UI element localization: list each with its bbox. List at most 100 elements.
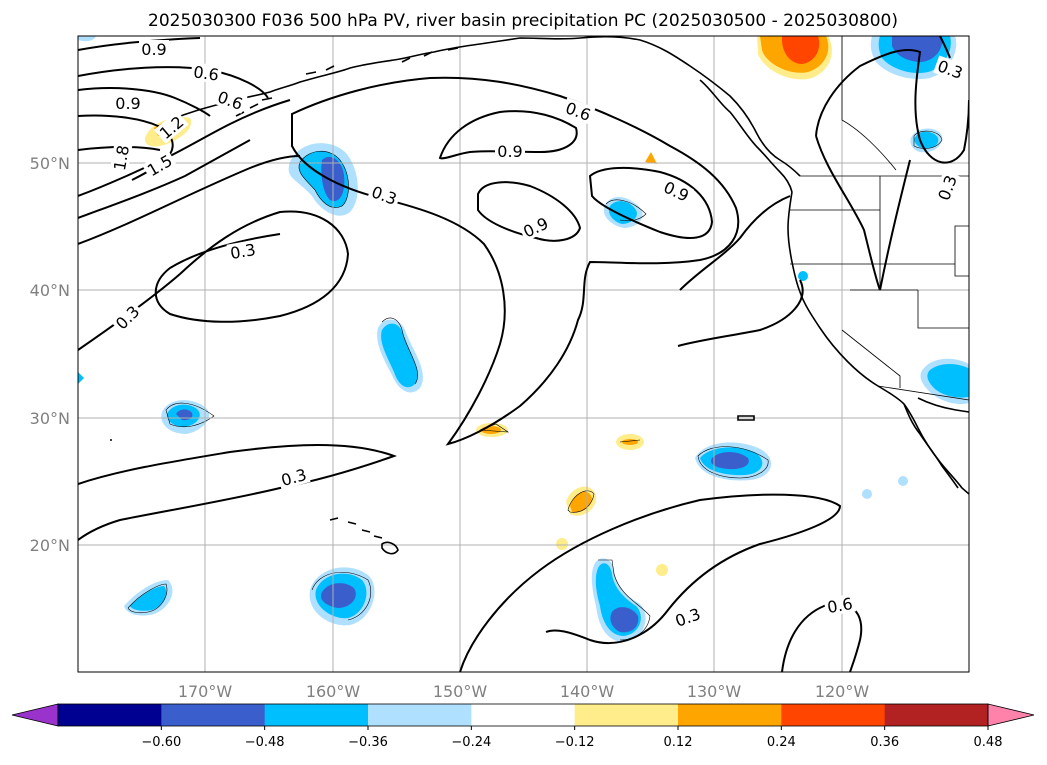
pv-contour-03: [677, 279, 804, 347]
map-frame: [77, 35, 970, 673]
pv-contour-03: [78, 444, 397, 541]
precip-patch-negative: [898, 476, 908, 486]
precip-patch-negative: [892, 36, 943, 62]
contour-label: 0.6: [823, 593, 857, 617]
border-states: [790, 176, 969, 388]
precip-patch-negative: [381, 323, 418, 388]
pv-contour-03: [939, 36, 951, 59]
precip-patch-negative: [130, 586, 167, 611]
precip-patch-negative: [176, 409, 193, 421]
colorbar-tick-label: −0.12: [555, 735, 595, 750]
colorbar-tick-label: 0.12: [664, 735, 693, 750]
map-background: [78, 36, 969, 672]
contour-label: 0.9: [139, 40, 169, 59]
precip-patch-negative: [78, 372, 84, 384]
pv-contour-03: [78, 210, 350, 351]
lon-tick-label: 130°W: [687, 682, 742, 701]
pv-contours: [78, 36, 969, 672]
longitude-tick-labels: 170°W 160°W 150°W 140°W 130°W 120°W: [178, 682, 870, 701]
precip-patch-positive: [656, 564, 668, 576]
colorbar-tick-label: −0.60: [141, 735, 181, 750]
colorbar-tick-label: −0.24: [451, 735, 491, 750]
colorbar: −0.60 −0.48 −0.36 −0.24 −0.12 0.12 0.24 0.36 0.4…: [11, 703, 1035, 750]
colorbar-segment: [368, 704, 472, 726]
precip-patch-negative: [710, 452, 749, 470]
coastline-gulf-ca: [917, 397, 969, 413]
coastlines: [110, 36, 969, 555]
coastline-baja: [903, 403, 959, 489]
colorbar-tick-label: 0.48: [974, 735, 1003, 750]
colorbar-segment: [264, 704, 369, 726]
colorbar-extend-min: [11, 703, 59, 727]
lon-tick-label: 120°W: [815, 682, 870, 701]
pv-contour-03: [679, 195, 791, 291]
political-borders: [790, 36, 969, 401]
contour-label-text: 1.8: [110, 144, 133, 172]
colorbar-tick-label: 0.24: [767, 735, 796, 750]
precip-patch-positive: [622, 439, 638, 445]
colorbar-tick-label: 0.36: [870, 735, 899, 750]
contour-label-text: 0.9: [115, 94, 140, 113]
contour-label-text: 0.3: [229, 240, 257, 263]
pv-contour-03: [815, 135, 881, 291]
lat-tick-label: 30°N: [30, 409, 70, 428]
pv-contour: [78, 87, 211, 117]
graticule: [78, 36, 969, 672]
colorbar-segment: [678, 704, 782, 726]
lon-tick-label: 170°W: [178, 682, 233, 701]
colorbar-tick-label: −0.36: [348, 735, 388, 750]
colorbar-segment: [161, 704, 266, 726]
colorbar-segment: [471, 704, 576, 726]
colorbar-segment: [58, 704, 162, 726]
lon-tick-label: 140°W: [560, 682, 615, 701]
contour-label: 1.8: [109, 141, 133, 175]
precip-patch-negative: [78, 36, 96, 42]
precip-patch-negative: [320, 583, 356, 608]
contour-label-text: 0.9: [497, 142, 522, 161]
pv-contour-03: [459, 493, 842, 672]
lat-tick-label: 50°N: [30, 154, 70, 173]
border-mexico: [877, 385, 969, 401]
pv-contour-09: [477, 181, 582, 242]
lat-tick-label: 20°N: [30, 536, 70, 555]
contour-label: 0.9: [495, 142, 525, 161]
figure-title: 2025030300 F036 500 hPa PV, river basin …: [148, 11, 898, 31]
pv-contour: [78, 37, 201, 51]
precip-shading: [78, 36, 969, 642]
pv-contour-06: [438, 110, 578, 160]
contour-label-text: 0.6: [192, 62, 220, 84]
latitude-tick-labels: 20°N 30°N 40°N 50°N: [30, 154, 70, 555]
contour-label-text: 0.6: [826, 594, 854, 617]
coastline-bc: [699, 79, 793, 193]
precip-patch-negative: [610, 607, 639, 633]
colorbar-frame: [57, 703, 989, 727]
pv-contour-03: [291, 76, 740, 446]
contour-label: 0.3: [226, 239, 260, 263]
contour-label: 0.9: [113, 94, 143, 113]
contour-label: 0.6: [190, 62, 223, 85]
pv-contour-09: [588, 166, 714, 239]
pv-contour-06: [879, 159, 911, 291]
lat-tick-label: 40°N: [30, 281, 70, 300]
colorbar-segment: [574, 704, 679, 726]
colorbar-segment: [781, 704, 886, 726]
contour-label-text: 0.9: [141, 40, 166, 59]
lon-tick-label: 160°W: [306, 682, 361, 701]
border-alaska: [841, 36, 897, 171]
coastline-alaska: [169, 36, 801, 177]
coastline-hawaii: [329, 517, 399, 555]
coastline-alaska-islands: [235, 47, 459, 117]
precip-patch-positive: [556, 538, 568, 550]
map-panel: 0.90.60.9 0.61.21.8 1.50.60.90.90.90.30.30…: [78, 36, 969, 672]
pv-contour-06: [815, 48, 969, 164]
colorbar-extend-max: [987, 703, 1035, 727]
pv-contour: [78, 155, 301, 245]
precip-patch-positive: [782, 36, 820, 64]
pv-contour: [78, 99, 291, 197]
precip-patch-negative: [914, 131, 939, 149]
colorbar-segment: [884, 704, 989, 726]
coastline-misc: [110, 415, 755, 441]
precip-patch-negative: [798, 271, 808, 281]
colorbar-tick-label: −0.48: [245, 735, 285, 750]
